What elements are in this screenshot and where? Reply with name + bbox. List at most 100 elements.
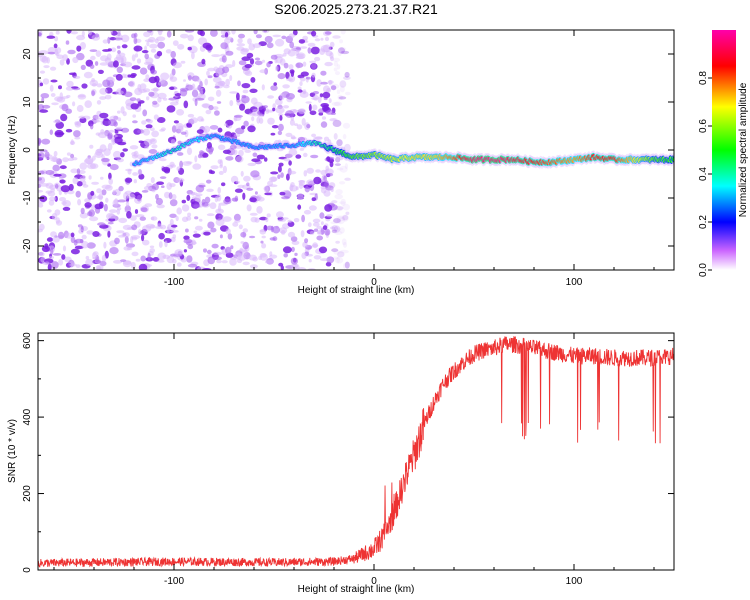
heatmap-blob [101, 184, 111, 189]
heatmap-blob [59, 176, 63, 181]
heatmap-blob [44, 261, 50, 265]
heatmap-blob [334, 230, 343, 235]
heatmap-blob [222, 216, 232, 222]
heatmap-blob [306, 167, 315, 174]
heatmap-blob [213, 256, 223, 261]
heatmap-blob [62, 157, 69, 163]
heatmap-blob [237, 80, 241, 87]
heatmap-blob [233, 133, 241, 138]
heatmap-blob [134, 53, 139, 58]
heatmap-blob [108, 178, 113, 185]
heatmap-blob [299, 147, 305, 151]
heatmap-blob [168, 192, 173, 200]
heatmap-blob [281, 196, 290, 200]
heatmap-blob [344, 71, 350, 78]
heatmap-blob [329, 41, 335, 48]
heatmap-blob [120, 127, 130, 133]
snr-y-tick-label: 400 [22, 408, 33, 425]
heatmap-blob [55, 217, 60, 224]
heatmap-blob [240, 231, 247, 238]
heatmap-blob [40, 93, 50, 99]
heatmap-blob [96, 100, 102, 105]
heatmap-blob [335, 189, 343, 195]
heatmap-blob [235, 155, 244, 163]
heatmap-blob [101, 157, 110, 163]
heatmap-blob [87, 211, 93, 217]
heatmap-blob [161, 185, 165, 188]
heatmap-blob [72, 157, 78, 161]
heatmap-blob [263, 30, 268, 33]
heatmap-blob [76, 181, 83, 187]
heatmap-blob [333, 218, 341, 224]
heatmap-blob [265, 216, 269, 223]
heatmap-blob [215, 218, 225, 226]
heatmap-blob [307, 47, 312, 54]
heatmap-blob [218, 170, 224, 175]
heatmap-blob [216, 259, 222, 264]
heatmap-blob [168, 97, 177, 101]
heatmap-blob [131, 151, 137, 157]
heatmap-blob [48, 255, 55, 260]
heatmap-blob [206, 249, 212, 255]
heatmap-blob [50, 247, 54, 255]
heatmap-blob [156, 117, 166, 123]
heatmap-blob [336, 256, 340, 264]
heatmap-blob [53, 150, 58, 157]
heatmap-blob [329, 161, 334, 168]
heatmap-blob [298, 182, 304, 189]
heatmap-blob [229, 258, 237, 266]
heatmap-blob [212, 106, 219, 110]
heatmap-blob [234, 188, 243, 193]
heatmap-blob [217, 159, 222, 165]
heatmap-blob [248, 254, 257, 261]
heatmap-blob [304, 238, 309, 244]
heatmap-blob [59, 179, 66, 184]
heatmap-blob [54, 36, 59, 42]
heatmap-blob [253, 101, 263, 108]
heatmap-blob [38, 104, 45, 111]
heatmap-x-tick-label: 100 [566, 277, 583, 288]
heatmap-blob [294, 252, 298, 256]
heatmap-blob [309, 60, 317, 64]
heatmap-blob [243, 175, 251, 182]
heatmap-blob [171, 125, 177, 133]
heatmap-blob [334, 163, 341, 167]
heatmap-blob [221, 260, 228, 264]
heatmap-blob [79, 225, 88, 232]
heatmap-blob [231, 30, 236, 35]
heatmap-blob [269, 176, 277, 182]
heatmap-blob [297, 267, 307, 270]
heatmap-blob [108, 129, 115, 133]
heatmap-blob [257, 113, 265, 118]
heatmap-blob [241, 147, 248, 151]
heatmap-blob [39, 82, 44, 87]
heatmap-blob [312, 242, 318, 249]
heatmap-blob [237, 184, 245, 188]
heatmap-blob [312, 104, 318, 111]
heatmap-blob [95, 114, 99, 123]
heatmap-blob [124, 74, 129, 79]
heatmap-blob [320, 37, 324, 41]
heatmap-blob [187, 75, 192, 81]
heatmap-x-tick-label: -100 [164, 277, 184, 288]
heatmap-blob [336, 215, 345, 219]
heatmap-blob [264, 35, 273, 43]
heatmap-blob [201, 198, 206, 205]
heatmap-blob [331, 200, 338, 204]
heatmap-blob [134, 209, 139, 214]
heatmap-blob [92, 155, 96, 161]
heatmap-blob [290, 70, 295, 77]
heatmap-blob [204, 78, 208, 86]
heatmap-blob [75, 190, 81, 198]
colorbar-ticks: 0.0 0.2 0.4 0.6 0.8 [698, 71, 712, 277]
heatmap-blob [38, 138, 41, 146]
heatmap-blob [38, 189, 44, 193]
heatmap-blob [166, 226, 170, 234]
heatmap-blob [87, 163, 96, 170]
heatmap-blob [123, 61, 133, 68]
heatmap-blob [244, 149, 252, 153]
heatmap-blob [89, 79, 99, 87]
heatmap-blob [186, 161, 193, 165]
heatmap-blob [46, 237, 54, 242]
heatmap-blob [234, 195, 239, 202]
